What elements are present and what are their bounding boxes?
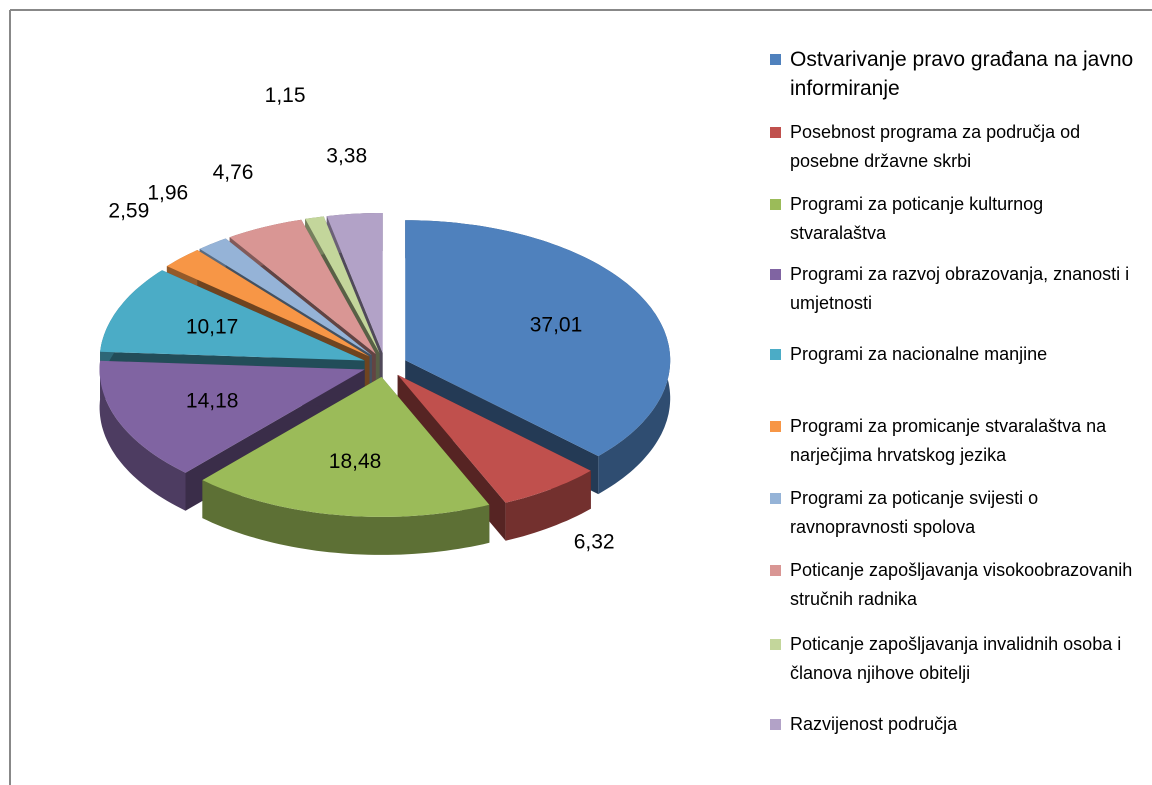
data-label: 18,48 [329, 450, 382, 473]
slice-side [505, 470, 591, 541]
slice [305, 216, 380, 354]
legend-item: Programi za razvoj obrazovanja, znanosti… [770, 260, 1135, 318]
data-label: 1,96 [147, 182, 188, 205]
slice [202, 376, 490, 517]
legend-swatch [770, 639, 781, 650]
legend-item: Poticanje zapošljavanja visokoobrazovani… [770, 556, 1135, 614]
legend-text: Razvijenost područja [790, 714, 958, 734]
slice-side [99, 360, 186, 511]
legend-item: Posebnost programa za područja od posebn… [770, 118, 1135, 176]
legend-text: Programi za nacionalne manjine [790, 344, 1048, 364]
legend-text: Poticanje zapošljavanja invalidnih osoba… [790, 634, 1122, 683]
slice [326, 213, 383, 353]
slice-side [202, 480, 490, 555]
legend-text: Programi za razvoj obrazovanja, znanosti… [790, 264, 1130, 313]
data-label: 10,17 [186, 316, 239, 339]
legend-swatch [770, 199, 781, 210]
slice [100, 270, 365, 361]
legend-item: Programi za nacionalne manjine [770, 340, 1135, 369]
legend-text: Ostvarivanje pravo građana na javno info… [790, 48, 1134, 100]
legend-swatch [770, 269, 781, 280]
data-label: 3,38 [326, 144, 367, 167]
slice [99, 360, 365, 473]
legend-item: Poticanje zapošljavanja invalidnih osoba… [770, 630, 1135, 688]
legend-item: Ostvarivanje pravo građana na javno info… [770, 45, 1135, 103]
legend-text: Poticanje zapošljavanja visokoobrazovani… [790, 560, 1133, 609]
legend-text: Programi za poticanje kulturnog stvarala… [790, 194, 1044, 243]
legend-item: Programi za promicanje stvaralaštva na n… [770, 412, 1135, 470]
data-label: 37,01 [530, 313, 583, 336]
slice [199, 238, 372, 356]
slice [405, 220, 671, 457]
legend-text: Programi za poticanje svijesti o ravnopr… [790, 488, 1039, 537]
slice [397, 374, 591, 503]
legend-swatch [770, 349, 781, 360]
legend-text: Posebnost programa za područja od posebn… [790, 122, 1081, 171]
legend-item: Programi za poticanje kulturnog stvarala… [770, 190, 1135, 248]
legend-swatch [770, 421, 781, 432]
legend-swatch [770, 493, 781, 504]
legend-swatch [770, 565, 781, 576]
legend-item: Razvijenost područja [770, 710, 1135, 739]
data-label: 4,76 [213, 161, 254, 184]
data-label: 1,15 [265, 84, 306, 107]
data-label: 2,59 [108, 200, 149, 223]
legend-text: Programi za promicanje stvaralaštva na n… [790, 416, 1107, 465]
data-label: 6,32 [574, 531, 615, 554]
legend-swatch [770, 719, 781, 730]
data-label: 14,18 [186, 390, 239, 413]
legend-swatch [770, 127, 781, 138]
legend-swatch [770, 54, 781, 65]
slice [229, 219, 376, 354]
legend-item: Programi za poticanje svijesti o ravnopr… [770, 484, 1135, 542]
slice [166, 250, 370, 357]
